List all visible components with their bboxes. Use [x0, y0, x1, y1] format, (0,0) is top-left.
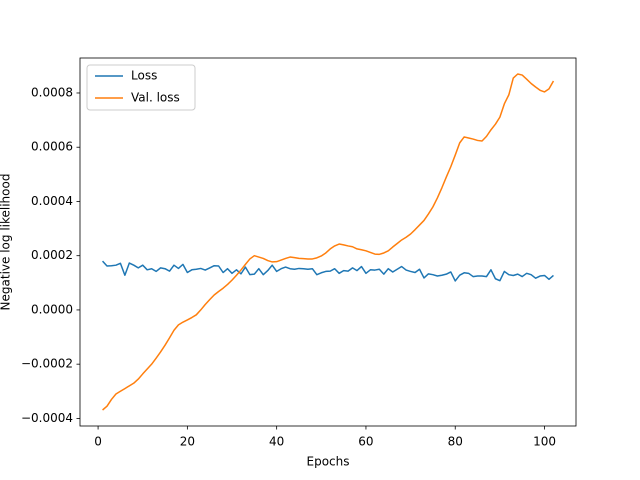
y-tick-label: −0.0002: [21, 357, 73, 371]
x-tick-label: 40: [269, 435, 284, 449]
x-tick-label: 80: [448, 435, 463, 449]
x-axis-label: Epochs: [307, 455, 350, 469]
series-line: [101, 260, 554, 282]
x-tick-label: 0: [94, 435, 102, 449]
x-tick-label: 100: [533, 435, 556, 449]
axes-frame: [79, 57, 577, 427]
series-line: [102, 73, 555, 411]
y-tick-label: 0.0006: [31, 140, 73, 154]
y-tick-label: 0.0000: [31, 302, 73, 316]
y-tick-label: −0.0004: [21, 411, 73, 425]
x-tick-label: 60: [358, 435, 373, 449]
y-axis-label: Negative log likelihood: [0, 174, 13, 311]
legend-label: Val. loss: [131, 91, 180, 105]
y-tick-label: 0.0008: [31, 85, 73, 99]
y-tick-label: 0.0004: [31, 194, 73, 208]
legend-label: Loss: [131, 69, 157, 83]
y-tick-label: 0.0002: [31, 248, 73, 262]
x-tick-label: 20: [180, 435, 195, 449]
